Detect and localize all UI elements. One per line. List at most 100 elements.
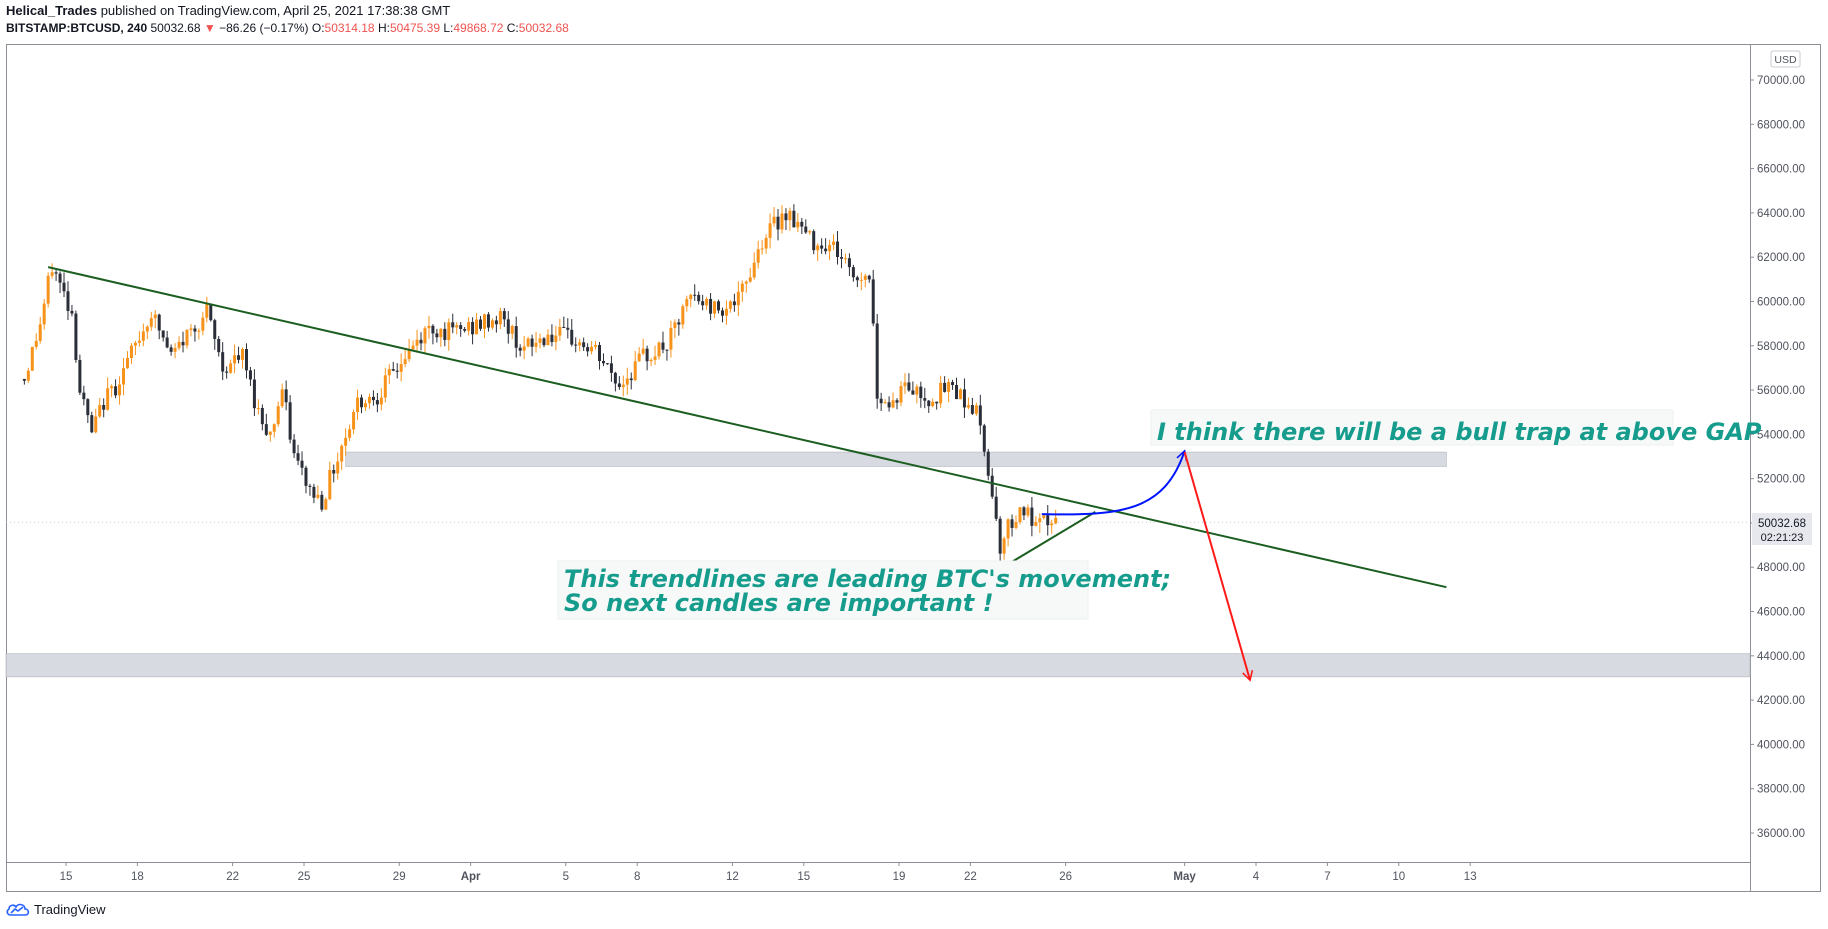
x-tick-label-6: 5 — [563, 871, 569, 883]
candle-body — [308, 485, 312, 487]
candle-body — [855, 277, 859, 281]
candle-body — [673, 322, 677, 328]
publish-date: published on TradingView.com, April 25, … — [100, 3, 451, 18]
ohlc-legend: BITSTAMP:BTCUSD, 240 50032.68 ▼ −86.26 (… — [6, 21, 569, 35]
x-tick-label-7: 8 — [634, 871, 640, 883]
candle-body — [800, 221, 804, 227]
candle-body — [217, 338, 221, 353]
candle-body — [340, 445, 344, 462]
candle-body — [248, 370, 252, 380]
candle-body — [808, 231, 812, 233]
candle-body — [899, 386, 903, 403]
candle-body — [863, 275, 867, 280]
candle-body — [955, 385, 959, 400]
candle-body — [439, 328, 443, 338]
candle-body — [542, 338, 546, 346]
candle-body — [1026, 507, 1030, 516]
candle-body — [161, 330, 165, 338]
candle-body — [324, 499, 328, 510]
candle-body — [637, 353, 641, 362]
candle-body — [383, 375, 387, 398]
y-tick-label-17: 36000.00 — [1757, 828, 1805, 840]
x-tick-label-16: 10 — [1392, 871, 1405, 883]
candle-body — [546, 334, 550, 346]
candle-body — [613, 372, 617, 384]
candle-body — [792, 210, 796, 228]
candle-body — [137, 340, 141, 343]
x-tick-label-14: 4 — [1253, 871, 1260, 883]
candle-body — [530, 338, 534, 347]
y-tick-label-14: 42000.00 — [1757, 695, 1805, 707]
candle-body — [70, 310, 74, 314]
author-name[interactable]: Helical_Trades — [6, 3, 98, 18]
bull-trap-arrow[interactable] — [1041, 449, 1188, 516]
candle-body — [213, 320, 217, 339]
candle-body — [839, 257, 843, 259]
candle-body — [133, 342, 137, 346]
low-label: L: — [443, 21, 454, 35]
candle-body — [693, 294, 697, 296]
gap-zone-1[interactable] — [5, 653, 1751, 678]
candle-body — [209, 304, 213, 321]
candle-body — [221, 352, 225, 372]
candle-body — [681, 306, 685, 325]
annotation-bull-trap-box[interactable] — [1150, 409, 1674, 446]
candle-body — [720, 310, 724, 316]
candle-body — [744, 281, 748, 284]
candle-body — [506, 319, 510, 334]
candle-body — [554, 335, 558, 343]
candle-body — [304, 467, 308, 486]
currency-badge[interactable] — [1770, 50, 1801, 68]
x-tick-label-17: 13 — [1464, 871, 1477, 883]
candle-body — [260, 408, 264, 425]
annotation-trendline-box[interactable] — [557, 560, 1089, 620]
x-tick-label-0: 15 — [60, 871, 73, 883]
candle-body — [1030, 507, 1034, 526]
candle-body — [193, 328, 197, 332]
tradingview-cloud-icon — [6, 903, 30, 916]
candle-body — [832, 241, 836, 245]
candle-body — [1034, 522, 1038, 526]
candle-body — [181, 341, 185, 346]
candle-body — [356, 397, 360, 413]
annotation-trendline-line2: So next candles are important ! — [564, 589, 994, 617]
candle-body — [177, 341, 181, 348]
candle-body — [931, 401, 935, 407]
trendline-0[interactable] — [47, 266, 1447, 589]
candle-body — [935, 401, 939, 404]
candle-body — [1038, 518, 1042, 523]
symbol-label: BITSTAMP:BTCUSD, 240 — [6, 21, 148, 35]
candle-body — [962, 389, 966, 408]
tradingview-logo[interactable]: TradingView — [6, 901, 106, 917]
low-value: 49868.72 — [453, 21, 504, 35]
candle-body — [300, 460, 304, 468]
candle-body — [78, 359, 82, 393]
currency-label: USD — [1774, 54, 1797, 66]
candle-body — [252, 379, 256, 409]
candle-body — [717, 301, 721, 311]
candle-body — [566, 327, 570, 330]
candle-body — [367, 396, 371, 404]
candle-body — [796, 221, 800, 228]
gap-zone-0[interactable] — [345, 451, 1447, 467]
drop-arrow[interactable] — [1183, 451, 1254, 682]
candle-body — [784, 213, 788, 221]
candle-body — [90, 415, 94, 433]
candle-body — [244, 349, 248, 371]
y-tick-label-12: 46000.00 — [1757, 607, 1805, 619]
candle-body — [736, 291, 740, 306]
candle-body — [915, 386, 919, 395]
candle-body — [486, 314, 490, 328]
candle-body — [990, 475, 994, 497]
candle-body — [629, 378, 633, 381]
candle-body — [157, 314, 161, 331]
candle-body — [598, 345, 602, 362]
candle-body — [201, 317, 205, 331]
candle-body — [621, 384, 625, 387]
candle-body — [125, 358, 129, 369]
candle-body — [237, 355, 241, 360]
candle-body — [169, 347, 173, 352]
y-tick-label-7: 56000.00 — [1757, 385, 1805, 397]
candle-body — [966, 405, 970, 408]
